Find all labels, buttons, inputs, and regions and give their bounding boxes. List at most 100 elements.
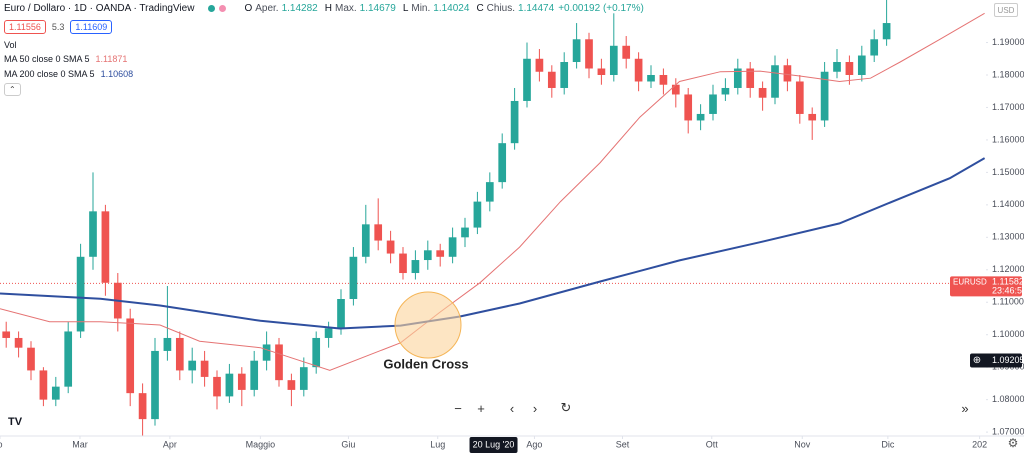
- candle-body: [510, 100, 519, 144]
- ohlc-value: 1.14679: [359, 3, 396, 14]
- ohlc-key: O: [244, 3, 253, 14]
- crosshair-price-badge: [970, 353, 1022, 368]
- candle-body: [820, 71, 829, 121]
- legend-entry: MA 50 close 0 SMA 5 1.11871: [4, 54, 127, 64]
- candle-body: [386, 240, 395, 254]
- currency: USD: [997, 5, 1015, 15]
- candle-body: [634, 58, 643, 82]
- y-tick-label: 1.08000: [992, 394, 1024, 404]
- last-price-badge: [950, 276, 1022, 297]
- candle-body: [833, 62, 841, 72]
- candle-body: [374, 224, 383, 241]
- reset[interactable]: ↻: [556, 398, 576, 418]
- scroll-left[interactable]: ‹: [502, 398, 522, 418]
- y-tick-label: 1.15000: [992, 167, 1024, 177]
- candle-body: [882, 23, 891, 40]
- collapse-button[interactable]: ⌃: [4, 83, 21, 96]
- zoom-in[interactable]: +: [471, 398, 491, 418]
- candle-body: [845, 62, 854, 75]
- ohlc: O Aper. 1.14282 H Max. 1.14679 L Min. 1.14024 C Ch…: [240, 3, 554, 14]
- candle-body: [39, 370, 48, 400]
- x-tick-label: 202: [972, 439, 987, 449]
- candle-body: [175, 337, 184, 371]
- ohlc-label: Chius.: [486, 3, 516, 14]
- candle-body: [523, 58, 531, 101]
- candle-body: [126, 318, 135, 394]
- candle-body: [337, 298, 345, 329]
- y-tick-label: 1.07000: [992, 426, 1024, 436]
- y-tick-label: 1.11000: [992, 297, 1024, 307]
- x-tick-label: Dic: [881, 439, 894, 449]
- candle-body: [324, 328, 333, 338]
- candle-body: [262, 344, 271, 361]
- x-tick-label: Giu: [341, 439, 355, 449]
- candle-body: [659, 74, 668, 85]
- volume-row: Vol: [4, 40, 17, 50]
- candle-body: [560, 62, 569, 88]
- candle-body: [138, 393, 147, 420]
- y-tick-label: 1.16000: [992, 134, 1024, 144]
- crosshair-date: 20 Lug '20: [473, 439, 515, 449]
- candle-body: [200, 360, 209, 377]
- candle-body: [758, 87, 767, 98]
- x-tick-label: Ott: [706, 439, 719, 449]
- go-latest[interactable]: »: [955, 398, 975, 418]
- candle-body: [709, 94, 717, 114]
- x-tick-label: Maggio: [246, 439, 276, 449]
- last-price-value: 1.11582: [992, 277, 1024, 287]
- candle-body: [547, 71, 556, 88]
- candle-body: [485, 182, 494, 202]
- candle-body: [597, 68, 606, 75]
- legend-name: MA 200 close 0 SMA 5: [4, 69, 95, 79]
- candle-body: [473, 201, 482, 228]
- currency-select[interactable]: USD: [994, 3, 1018, 17]
- candle-body: [795, 81, 804, 114]
- candle-body: [349, 256, 358, 299]
- candle-body: [237, 373, 246, 390]
- candle-body: [585, 39, 593, 69]
- tv-logo: TV: [4, 414, 26, 430]
- crosshair-icon: ⊕: [973, 355, 981, 366]
- ma-line: [0, 12, 985, 371]
- candle-body: [2, 331, 11, 338]
- y-tick-label: 1.13000: [992, 232, 1024, 242]
- candle-body: [535, 58, 544, 72]
- ohlc-label: Min.: [411, 3, 431, 14]
- scroll-right[interactable]: ›: [525, 398, 545, 418]
- candle-body: [609, 45, 618, 75]
- header: Euro / Dollaro · 1D · OANDA · TradingVie…: [4, 3, 644, 14]
- candle-body: [857, 55, 866, 75]
- svg-text:TV: TV: [8, 416, 23, 428]
- y-tick-label: 1.14000: [992, 199, 1024, 209]
- candle-body: [622, 45, 631, 59]
- change: +0.00192 (+0.17%): [558, 3, 644, 14]
- ask[interactable]: 1.11609: [70, 20, 113, 34]
- x-tick-label: Ago: [526, 439, 542, 449]
- collapse-row: ⌃: [4, 83, 21, 96]
- golden-cross-marker: [394, 291, 462, 359]
- candle-body: [572, 39, 581, 63]
- candle-body: [671, 84, 680, 95]
- candle-body: [746, 68, 755, 88]
- candle-body: [771, 65, 779, 98]
- candle-body: [436, 250, 445, 257]
- candle-body: [647, 74, 655, 82]
- candle-body: [76, 256, 85, 332]
- candle-body: [287, 380, 296, 390]
- candle-body: [14, 337, 23, 348]
- candle-body: [312, 337, 321, 368]
- settings-icon[interactable]: ⚙: [1008, 436, 1019, 450]
- zoom-out[interactable]: −: [448, 398, 468, 418]
- ohlc-value: 1.14474: [518, 3, 555, 14]
- ohlc-label: Aper.: [255, 3, 279, 14]
- candle-body: [498, 143, 507, 183]
- plot-area: [0, 0, 986, 436]
- y-tick-label: 1.10000: [992, 329, 1024, 339]
- ohlc-value: 1.14282: [281, 3, 318, 14]
- crosshair-price: 1.09205: [992, 355, 1024, 365]
- bid[interactable]: 1.11556: [4, 20, 46, 34]
- candle-body: [213, 376, 221, 397]
- candle-body: [188, 360, 197, 371]
